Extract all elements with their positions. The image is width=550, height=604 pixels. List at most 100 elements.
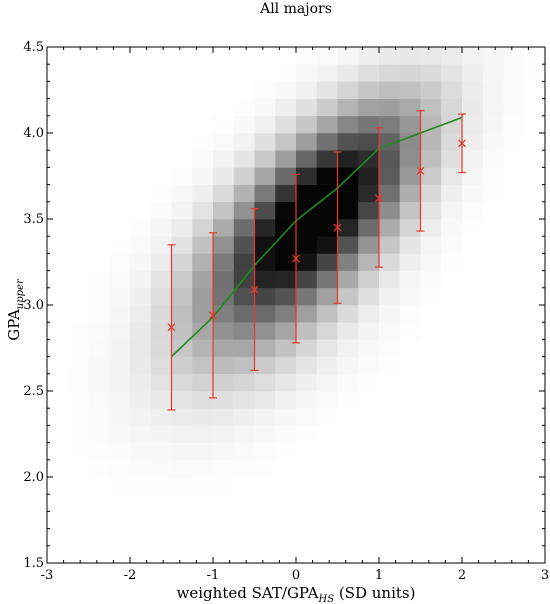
density-cell [88, 477, 110, 495]
density-cell [296, 425, 318, 443]
error-bars [167, 110, 466, 411]
density-cell [150, 494, 172, 512]
density-cell [296, 356, 318, 375]
density-cell [420, 545, 442, 564]
density-cell [171, 442, 193, 461]
density-cell [337, 150, 359, 168]
density-cell [399, 305, 421, 323]
density-cell [233, 81, 255, 99]
density-cell [213, 98, 235, 117]
density-cell [316, 150, 338, 168]
density-cell [192, 219, 214, 237]
density-cell [420, 253, 442, 271]
density-cell [150, 184, 172, 203]
density-cell [254, 236, 276, 254]
density-cell [399, 442, 421, 461]
density-cell [420, 64, 442, 82]
density-cell [88, 270, 110, 289]
density-cell [503, 339, 525, 357]
density-cell [503, 150, 525, 168]
density-cell [296, 373, 318, 392]
density-cell [171, 47, 193, 65]
x-axis-label: weighted SAT/GPAHS (SD units) [177, 584, 416, 604]
density-cell [462, 425, 484, 443]
density-cell [47, 98, 69, 117]
density-cell [254, 133, 276, 151]
density-cell [233, 339, 255, 357]
density-cell [441, 528, 463, 547]
density-cell [503, 356, 525, 375]
density-cell [441, 167, 463, 185]
density-cell [192, 459, 214, 478]
density-cell [337, 81, 359, 99]
density-cell [482, 408, 504, 426]
error-bar [375, 127, 383, 268]
density-cell [192, 150, 214, 168]
density-cell [296, 494, 318, 512]
density-cell [316, 373, 338, 392]
density-cell [254, 47, 276, 65]
density-cell [233, 356, 255, 375]
density-cell [441, 408, 463, 426]
density-cell [358, 356, 380, 375]
density-cell [67, 47, 89, 65]
density-cell [47, 184, 69, 203]
density-cell [130, 305, 152, 323]
density-cell [399, 391, 421, 409]
density-cell [213, 236, 235, 254]
density-cell [47, 115, 69, 134]
density-cell [150, 133, 172, 151]
density-cell [337, 494, 359, 512]
density-cell [47, 391, 69, 409]
density-cell [399, 201, 421, 220]
x-tick-label: -3 [41, 568, 54, 583]
density-cell [150, 236, 172, 254]
density-cell [171, 356, 193, 375]
density-cell [441, 373, 463, 392]
density-cell [192, 425, 214, 443]
density-cell [192, 98, 214, 117]
density-cell [233, 408, 255, 426]
density-cell [503, 47, 525, 65]
density-cell [379, 459, 401, 478]
density-cell [254, 167, 276, 185]
density-cell [379, 167, 401, 185]
density-cell [337, 47, 359, 65]
density-cell [296, 150, 318, 168]
density-cell [503, 425, 525, 443]
density-cell [192, 442, 214, 461]
density-cell [296, 322, 318, 340]
density-cell [171, 270, 193, 289]
density-cell [192, 391, 214, 409]
density-cell [130, 408, 152, 426]
error-bar [292, 173, 300, 344]
density-cell [233, 305, 255, 323]
density-cell [233, 253, 255, 271]
density-cell [109, 167, 131, 185]
density-cell [358, 133, 380, 151]
density-cell [213, 322, 235, 340]
density-cell [47, 494, 69, 512]
density-cell [379, 47, 401, 65]
y-tick-label: 1.5 [23, 556, 44, 571]
density-cell [316, 253, 338, 271]
density-cell [88, 391, 110, 409]
density-cell [254, 253, 276, 271]
density-cell [482, 494, 504, 512]
density-cell [213, 425, 235, 443]
density-cell [420, 459, 442, 478]
density-cell [233, 47, 255, 65]
density-cell [213, 219, 235, 237]
density-cell [275, 253, 297, 271]
density-cell [358, 64, 380, 82]
density-cell [462, 219, 484, 237]
density-cell [379, 305, 401, 323]
density-cell [296, 528, 318, 547]
density-cell [233, 184, 255, 203]
density-cell [67, 477, 89, 495]
density-cell [296, 47, 318, 65]
density-cell [441, 270, 463, 289]
density-cell [337, 477, 359, 495]
density-cell [399, 322, 421, 340]
density-cell [213, 287, 235, 306]
